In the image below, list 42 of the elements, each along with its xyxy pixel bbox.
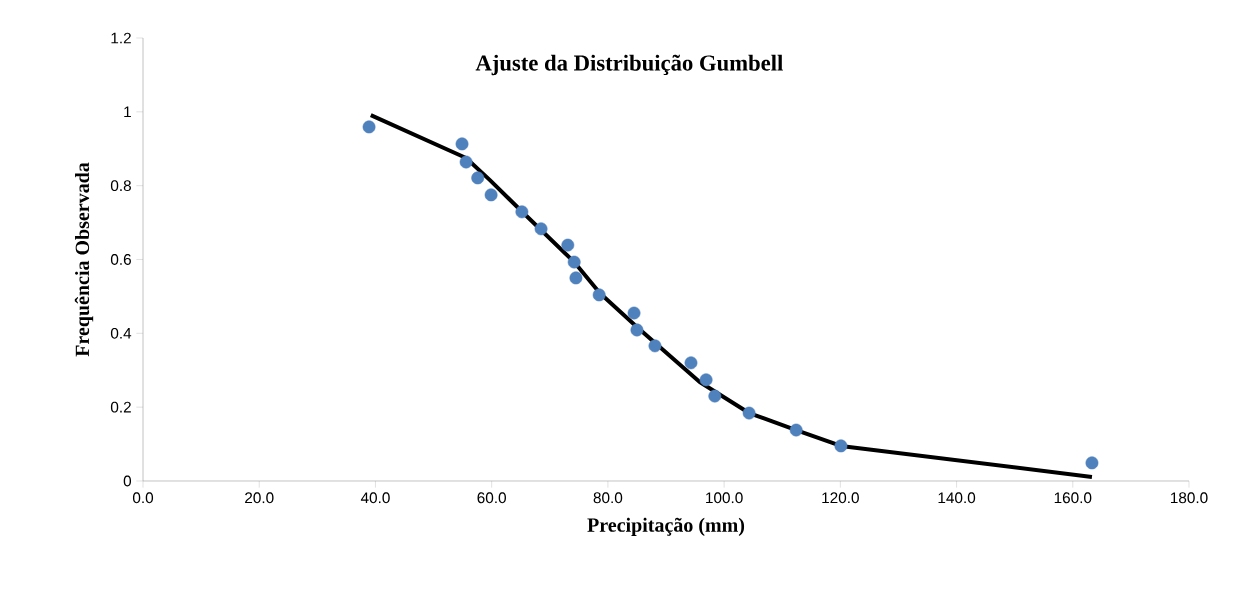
y-tick-label: 1	[124, 106, 131, 118]
x-axis-title: Precipitação (mm)	[587, 517, 745, 536]
line-series	[368, 113, 1094, 479]
y-axis-title: Frequência Observada	[74, 162, 94, 357]
x-tick-label: 140.0	[938, 492, 976, 504]
point	[471, 171, 485, 185]
x-tick-label: 60.0	[477, 492, 506, 504]
point	[627, 306, 641, 320]
y-tick-label: 1.2	[111, 32, 131, 44]
y-tick-label: 0.6	[110, 254, 131, 265]
point	[648, 339, 662, 353]
point	[742, 406, 756, 420]
x-tick-label: 80.0	[593, 492, 623, 504]
point	[630, 323, 644, 337]
x-tick-label: 20.0	[245, 492, 274, 504]
point	[708, 389, 722, 403]
x-tick-label: 40.0	[360, 492, 390, 504]
y-tick-label: 0	[123, 475, 132, 487]
y-tick-label: 0.4	[110, 327, 132, 339]
point	[567, 255, 581, 269]
point	[592, 288, 606, 302]
point	[561, 238, 575, 252]
x-tick-label: 160.0	[1054, 492, 1092, 504]
x-tick-label: 120.0	[822, 492, 859, 504]
point	[484, 188, 498, 202]
point	[515, 205, 529, 219]
point	[362, 120, 376, 134]
x-tick-label: 100.0	[706, 492, 743, 504]
x-tick-label: 180.0	[1170, 492, 1208, 504]
point	[1085, 456, 1099, 470]
point	[459, 155, 473, 169]
text: Ajuste da Distribuição Gumbell	[475, 54, 783, 76]
point	[534, 222, 548, 236]
x-tick-label: 0.0	[132, 492, 154, 504]
point	[569, 271, 583, 285]
y-tick-label: 0.8	[110, 180, 131, 192]
point	[455, 137, 469, 151]
point	[684, 356, 698, 370]
point	[789, 423, 803, 437]
y-tick-label: 0.2	[110, 401, 131, 413]
point	[699, 373, 713, 387]
point	[834, 439, 848, 453]
